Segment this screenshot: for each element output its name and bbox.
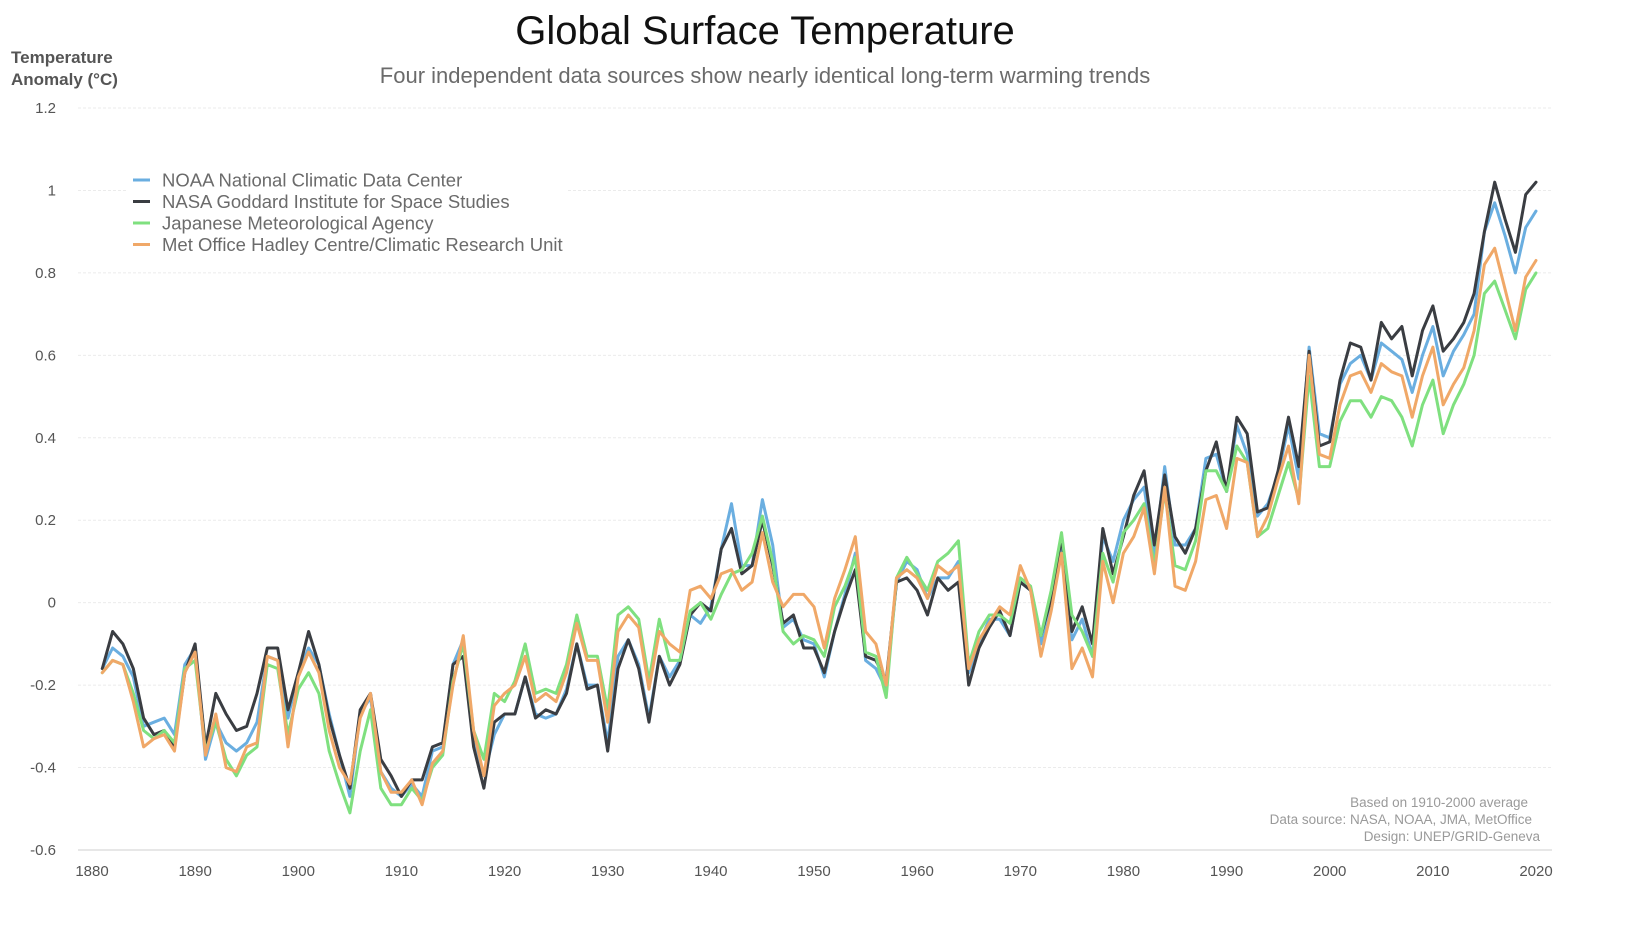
series-lines: [100, 180, 1538, 815]
x-tick-label: 1930: [591, 863, 624, 880]
legend-label: Japanese Meteorological Agency: [162, 213, 434, 234]
chart-subtitle: Four independent data sources show nearl…: [380, 63, 1150, 88]
x-tick-label: 2020: [1519, 863, 1552, 880]
x-axis-ticks: 1880 1890 1900 1910 1920 1930 1940 1950 1960 1970…: [75, 863, 1552, 880]
y-tick-label: 0.8: [35, 265, 56, 282]
legend-label: NASA Goddard Institute for Space Studies: [162, 191, 510, 212]
y-axis-label-line-1: Temperature: [11, 48, 113, 67]
legend-label: Met Office Hadley Centre/Climatic Resear…: [162, 234, 563, 255]
x-tick-label: 1890: [178, 863, 211, 880]
source-notes: Based on 1910-2000 average Data source: …: [1270, 795, 1541, 844]
y-axis-label-line-2: Anomaly (°C): [11, 70, 118, 89]
y-tick-label: 1: [48, 182, 56, 199]
y-tick-label: -0.2: [30, 677, 56, 694]
y-tick-label: 0.2: [35, 512, 56, 529]
note-design: Design: UNEP/GRID-Geneva: [1364, 829, 1541, 844]
note-data-source: Data source: NASA, NOAA, JMA, MetOffice: [1270, 812, 1532, 827]
series-line: [100, 201, 1538, 798]
legend-background: [128, 168, 568, 260]
series-line: [100, 246, 1538, 807]
series-line: [100, 180, 1538, 798]
x-tick-label: 1950: [797, 863, 830, 880]
x-tick-label: 2010: [1416, 863, 1449, 880]
y-tick-label: 0: [48, 595, 56, 612]
x-tick-label: 1990: [1210, 863, 1243, 880]
series-line: [100, 271, 1538, 815]
x-tick-label: 1980: [1107, 863, 1140, 880]
y-tick-label: -0.6: [30, 842, 56, 859]
x-tick-label: 1940: [694, 863, 727, 880]
legend-label: NOAA National Climatic Data Center: [162, 170, 462, 191]
y-tick-label: 1.2: [35, 100, 56, 117]
x-tick-label: 1920: [488, 863, 521, 880]
note-baseline: Based on 1910-2000 average: [1350, 795, 1528, 810]
y-tick-label: 0.6: [35, 347, 56, 364]
y-tick-label: -0.4: [30, 760, 56, 777]
x-tick-label: 1970: [1004, 863, 1037, 880]
x-tick-label: 1900: [282, 863, 315, 880]
y-tick-label: 0.4: [35, 430, 56, 447]
x-tick-label: 1910: [385, 863, 418, 880]
x-tick-label: 1960: [900, 863, 933, 880]
chart-title: Global Surface Temperature: [515, 9, 1015, 53]
x-tick-label: 2000: [1313, 863, 1346, 880]
x-tick-label: 1880: [75, 863, 108, 880]
y-axis-ticks: 1.2 1 0.8 0.6 0.4 0.2 0 -0.2 -0.4 -0.6: [30, 100, 56, 859]
